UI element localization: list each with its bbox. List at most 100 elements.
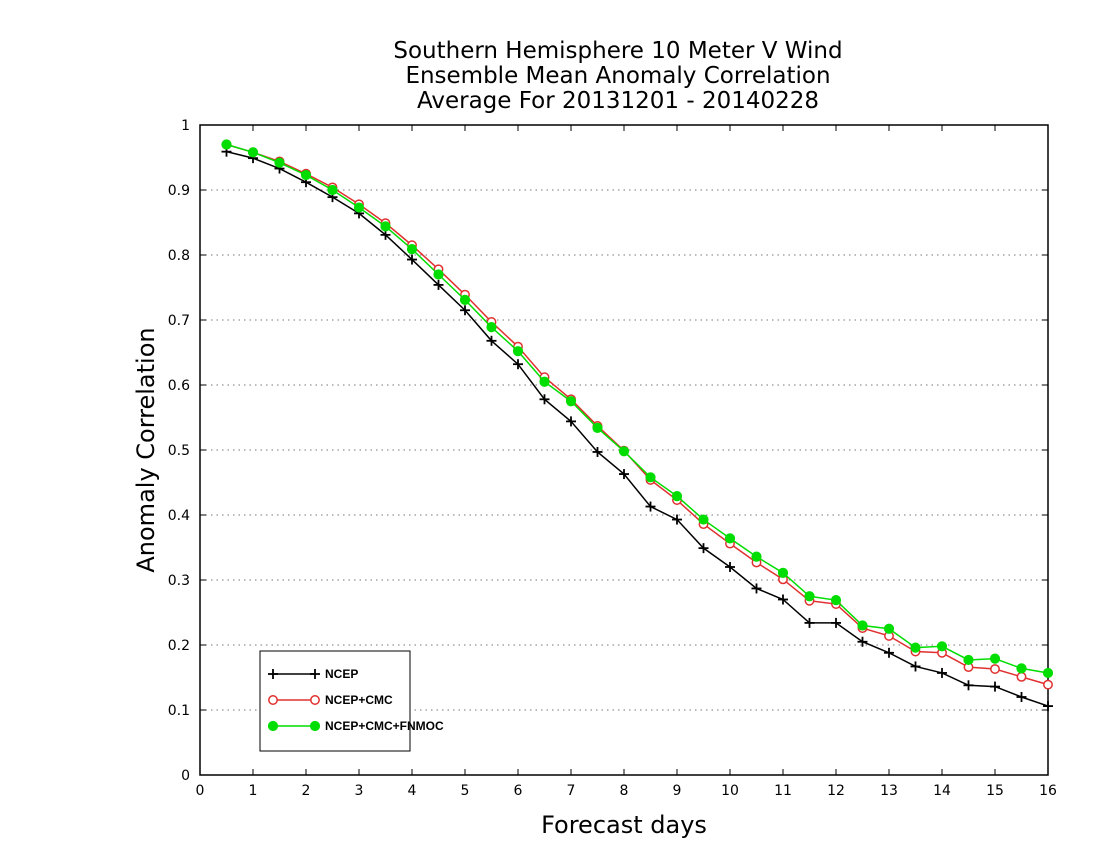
data-point — [380, 221, 391, 232]
series-line — [226, 143, 1049, 686]
x-tick-label: 11 — [774, 783, 792, 799]
y-tick-label: 0.7 — [168, 313, 190, 329]
legend-item: NCEP+CMC+FNMOC — [267, 719, 444, 733]
y-tick-label: 0.6 — [168, 378, 190, 394]
x-tick-label: 4 — [408, 783, 417, 799]
data-point — [936, 641, 948, 652]
data-point — [406, 244, 418, 255]
chart-title: Southern Hemisphere 10 Meter V WindEnsem… — [393, 38, 842, 114]
y-tick-label: 0.9 — [168, 183, 190, 199]
data-point — [460, 305, 470, 316]
y-axis-ticks: 0 0.1 0.2 0.3 0.4 0.5 0.6 0.7 0.8 0.9 1 — [168, 118, 1048, 784]
series-line — [226, 150, 1049, 707]
data-point — [990, 681, 1000, 692]
data-point — [566, 416, 576, 427]
data-point — [963, 654, 974, 666]
x-tick-label: 10 — [721, 783, 739, 799]
x-tick-label: 14 — [933, 783, 951, 799]
data-point — [380, 229, 391, 240]
data-point — [937, 667, 947, 678]
x-tick-label: 7 — [567, 783, 576, 799]
data-point — [513, 359, 523, 370]
x-axis-ticks: 0 1 2 3 4 5 6 7 8 9 10 11 12 13 14 15 16 — [196, 125, 1057, 799]
data-point — [910, 661, 921, 672]
data-point — [671, 491, 683, 502]
data-point — [592, 422, 603, 433]
x-tick-label: 6 — [514, 783, 523, 799]
data-point — [433, 279, 444, 290]
x-tick-label: 0 — [196, 783, 205, 799]
y-axis-label: Anomaly Correlation — [132, 327, 160, 572]
data-point — [327, 184, 338, 196]
data-point — [619, 469, 629, 480]
x-tick-label: 13 — [880, 783, 898, 799]
data-point — [486, 322, 497, 333]
data-point — [353, 202, 365, 213]
data-point — [884, 647, 894, 658]
x-tick-label: 15 — [986, 783, 1004, 799]
data-point — [724, 533, 736, 544]
data-point — [565, 396, 577, 407]
data-point — [512, 346, 524, 357]
data-point — [645, 501, 656, 512]
legend-item: NCEP+CMC — [268, 693, 393, 707]
data-point — [1016, 663, 1027, 674]
data-point — [910, 642, 921, 653]
data-point — [804, 617, 815, 628]
legend-box — [259, 650, 411, 752]
x-tick-label: 3 — [355, 783, 364, 799]
y-tick-label: 1 — [181, 118, 190, 134]
legend-marker — [268, 695, 278, 705]
title-line-1: Southern Hemisphere 10 Meter V Wind — [393, 38, 842, 64]
series-1 — [221, 139, 1053, 690]
data-point — [539, 394, 550, 405]
legend-item: NCEP — [268, 667, 358, 681]
data-point — [618, 446, 630, 457]
series-0 — [221, 146, 1053, 712]
data-point — [672, 514, 682, 525]
data-point — [1016, 671, 1027, 682]
x-tick-label: 8 — [620, 783, 629, 799]
data-point — [433, 269, 444, 280]
legend: NCEP NCEP+CMC NCEP+CMC+FNMOC — [259, 650, 444, 752]
x-axis-label: Forecast days — [541, 811, 707, 839]
data-point — [989, 653, 1001, 664]
data-point — [777, 567, 789, 578]
data-point — [830, 595, 842, 606]
series-lines — [221, 139, 1054, 712]
data-point — [778, 594, 788, 605]
data-point — [883, 623, 895, 634]
data-point — [1043, 701, 1053, 712]
data-point — [247, 147, 259, 158]
y-tick-label: 0.8 — [168, 248, 190, 264]
data-point — [725, 562, 735, 572]
data-point — [645, 472, 656, 483]
y-tick-label: 0.3 — [168, 573, 190, 589]
series-2 — [221, 139, 1054, 679]
data-point — [300, 169, 312, 181]
data-point — [407, 254, 417, 265]
title-line-3: Average For 20131201 - 20140228 — [417, 88, 819, 114]
data-point — [539, 376, 550, 387]
legend-marker — [268, 669, 278, 679]
data-point — [751, 583, 762, 594]
x-tick-label: 16 — [1039, 783, 1057, 799]
data-point — [831, 617, 841, 628]
legend-marker — [310, 695, 320, 705]
legend-marker — [267, 720, 279, 732]
x-tick-label: 5 — [461, 783, 470, 799]
data-point — [804, 591, 815, 602]
data-point — [857, 620, 868, 631]
y-tick-label: 0.5 — [168, 443, 190, 459]
y-tick-label: 0.4 — [168, 508, 190, 524]
y-tick-label: 0.2 — [168, 638, 190, 654]
x-tick-label: 1 — [249, 783, 258, 799]
title-line-2: Ensemble Mean Anomaly Correlation — [405, 63, 830, 89]
legend-label: NCEP+CMC+FNMOC — [325, 719, 444, 733]
data-point — [698, 543, 709, 554]
data-point — [990, 664, 1000, 674]
data-point — [1042, 667, 1054, 679]
legend-label: NCEP — [325, 667, 358, 681]
legend-label: NCEP+CMC — [325, 693, 393, 707]
